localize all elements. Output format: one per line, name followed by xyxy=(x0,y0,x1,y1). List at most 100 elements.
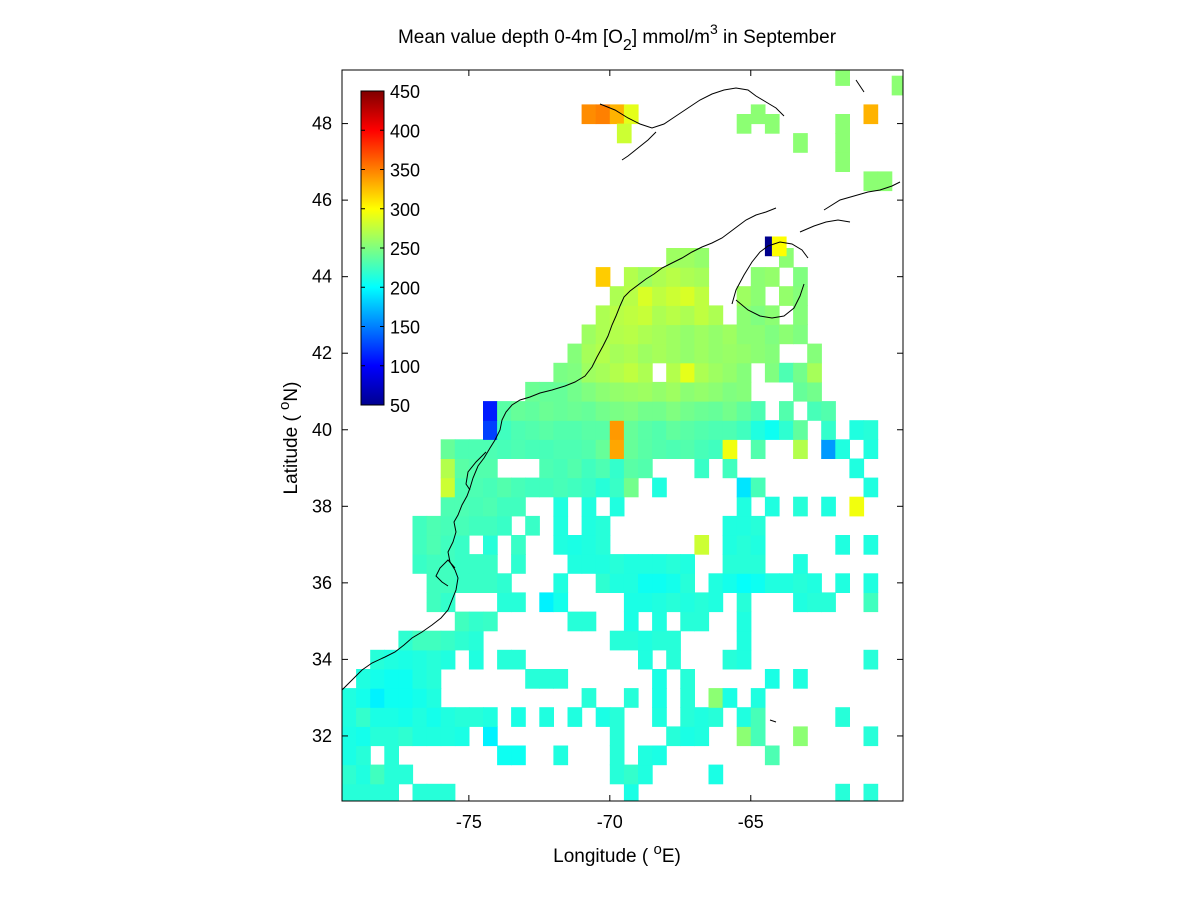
heatmap-cell xyxy=(595,515,611,536)
heatmap-cell xyxy=(581,535,597,555)
heatmap-cell xyxy=(764,343,780,364)
heatmap-cell xyxy=(412,707,428,727)
heatmap-cell xyxy=(877,171,893,192)
heatmap-cell xyxy=(666,649,681,670)
heatmap-cell xyxy=(609,764,625,785)
heatmap-cell xyxy=(623,688,639,708)
heatmap-cell xyxy=(638,649,653,670)
heatmap-cell xyxy=(553,745,569,766)
heatmap-cell xyxy=(764,267,780,287)
heatmap-cell xyxy=(398,669,414,689)
heatmap-cell xyxy=(736,649,752,670)
heatmap-cell xyxy=(440,554,456,574)
heatmap-cell xyxy=(539,401,554,421)
heatmap-cell xyxy=(468,496,484,517)
heatmap-cell xyxy=(553,515,569,536)
heatmap-cell xyxy=(638,630,653,651)
heatmap-cell xyxy=(497,649,512,670)
heatmap-cell xyxy=(652,611,667,632)
heatmap-cell xyxy=(666,630,681,651)
y-tick-label: 32 xyxy=(312,726,332,746)
heatmap-cell xyxy=(793,267,808,287)
heatmap-cell xyxy=(595,420,611,440)
heatmap-cell xyxy=(553,496,569,517)
colorbar-tick-label: 450 xyxy=(390,82,420,102)
heatmap-cell xyxy=(891,75,903,96)
heatmap-cell xyxy=(511,554,526,574)
heatmap-cell xyxy=(863,535,879,555)
heatmap-cell xyxy=(779,401,794,421)
heatmap-cell xyxy=(595,477,611,498)
heatmap-cell xyxy=(680,669,695,689)
heatmap-cell xyxy=(623,458,639,479)
heatmap-cell xyxy=(722,458,738,479)
heatmap-cell xyxy=(454,707,470,727)
heatmap-cell xyxy=(736,496,752,517)
heatmap-cell xyxy=(616,123,632,144)
chart-title: Mean value depth 0-4m [O2] mmol/m3 in Se… xyxy=(398,21,837,54)
heatmap-cell xyxy=(750,267,766,287)
heatmap-cell xyxy=(652,401,667,421)
heatmap-cell xyxy=(539,477,554,498)
heatmap-cell xyxy=(398,688,414,708)
heatmap-cell xyxy=(736,707,752,727)
heatmap-cell xyxy=(652,573,667,593)
heatmap-cell xyxy=(483,477,498,498)
heatmap-cell xyxy=(694,362,710,383)
heatmap-cell xyxy=(666,439,681,459)
heatmap-cell xyxy=(666,420,681,440)
heatmap-cell xyxy=(468,515,484,536)
heatmap-cell xyxy=(708,420,724,440)
heatmap-cell xyxy=(807,343,822,364)
heatmap-cell xyxy=(652,554,667,574)
heatmap-cell xyxy=(638,592,653,613)
x-axis-label: Longitude ( oE) xyxy=(553,841,681,867)
heatmap-cell xyxy=(539,707,554,727)
heatmap-cell xyxy=(764,745,780,766)
heatmap-cell xyxy=(553,573,569,593)
heatmap-cell xyxy=(497,573,512,593)
heatmap-cell xyxy=(750,324,766,345)
heatmap-cell xyxy=(468,707,484,727)
heatmap-cell xyxy=(454,630,470,651)
heatmap-cell xyxy=(736,286,752,306)
heatmap-cell xyxy=(835,133,850,153)
heatmap-cell xyxy=(398,726,414,747)
heatmap-cell xyxy=(342,707,357,727)
heatmap-cell xyxy=(793,573,808,593)
heatmap-cell xyxy=(694,535,710,555)
heatmap-cell xyxy=(581,496,597,517)
heatmap-cell xyxy=(595,458,611,479)
heatmap-cell xyxy=(581,324,597,345)
heatmap-cell xyxy=(708,324,724,345)
heatmap-cell xyxy=(638,573,653,593)
heatmap-cell xyxy=(525,669,540,689)
heatmap-cell xyxy=(539,458,554,479)
heatmap-cell xyxy=(370,707,385,727)
heatmap-cell xyxy=(666,286,681,306)
heatmap-cell xyxy=(680,324,695,345)
heatmap-cell xyxy=(454,611,470,632)
heatmap-cell xyxy=(567,554,583,574)
plot-area: -75 -70 -65 32 34 36 38 40 42 44 46 48 xyxy=(312,69,904,832)
y-tick-label: 46 xyxy=(312,190,332,210)
heatmap-cell xyxy=(680,439,695,459)
heatmap-cell xyxy=(680,267,695,287)
heatmap-cell xyxy=(722,688,738,708)
heatmap-cell xyxy=(821,439,836,459)
x-axis: -75 -70 -65 xyxy=(456,70,764,832)
heatmap-cell xyxy=(511,535,526,555)
heatmap-cell xyxy=(623,573,639,593)
heatmap-cell xyxy=(398,630,414,651)
heatmap-cell xyxy=(807,362,822,383)
heatmap-cell xyxy=(595,554,611,574)
y-tick-label: 42 xyxy=(312,343,332,363)
y-tick-label: 40 xyxy=(312,420,332,440)
heatmap-cell xyxy=(356,726,371,747)
heatmap-cell xyxy=(793,554,808,574)
heatmap-cell xyxy=(511,649,526,670)
heatmap-cell xyxy=(666,362,681,383)
heatmap-cell xyxy=(356,764,371,785)
heatmap-cell xyxy=(680,726,695,747)
